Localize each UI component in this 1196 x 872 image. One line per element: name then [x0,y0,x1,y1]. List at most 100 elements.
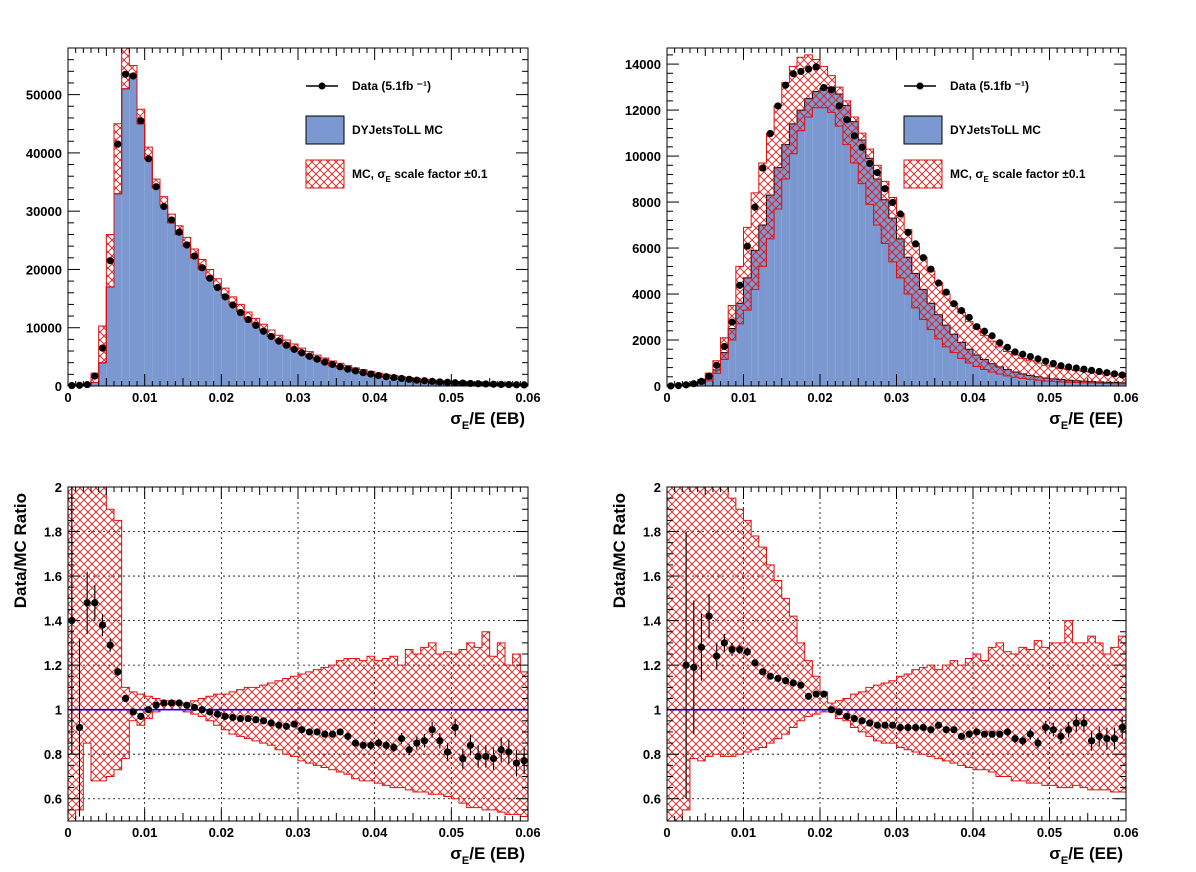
band-bin [1118,636,1126,793]
band-bin [1049,366,1058,382]
data-point [820,690,828,698]
mc-bar [980,359,989,386]
band-bin [1057,368,1065,382]
data-point [827,86,836,94]
data-point [328,360,337,369]
data-point [820,83,828,92]
band-bin [344,658,352,775]
data-point [443,378,452,386]
mc-bar [114,193,122,386]
band-bin [712,487,721,755]
band-bin [221,288,229,296]
mc-bar [313,359,321,386]
mc-bar [728,328,736,386]
mc-bar [328,365,337,386]
mc-bar [1057,379,1065,386]
data-point [919,254,927,262]
data-point [965,313,973,322]
data-point [190,703,199,712]
data-point [927,726,935,734]
band-bin [927,665,935,757]
x-tick-label: 0.06 [1113,825,1138,840]
data-point [106,257,114,265]
mc-bar [781,144,790,386]
mc-bar [995,366,1004,386]
data-point [889,198,897,207]
data-point [1110,735,1119,743]
data-point [91,372,99,380]
legend-data-marker-icon [916,82,924,90]
data-point [259,327,268,335]
band-bin [804,660,813,717]
band-bin [114,520,122,770]
legend-mc-swatch-icon [305,115,345,145]
data-point [942,726,950,734]
data-point [129,72,137,80]
legend-data-label: Data (5.1fb ⁻¹) [352,79,431,93]
band-bin [1087,636,1096,790]
mc-bar [942,325,951,386]
band-bin [244,687,252,739]
band-bin [160,196,168,206]
data-point [973,728,981,736]
y-tick-label: 10000 [26,321,62,336]
x-tick-label: 0.02 [807,390,832,405]
band-bin [980,660,989,770]
band-bin [911,669,920,752]
data-point [850,132,859,140]
data-point [912,723,920,732]
y-axis-label: Data/MC Ratio [610,493,629,608]
data-point [313,355,321,363]
band-bin [1049,642,1058,786]
data-point [705,372,713,380]
band-bin [252,687,260,741]
band-bin [942,294,951,347]
legend-mc-label: DYJetsToLL MC [352,123,443,137]
data-point [1034,739,1042,747]
data-point [190,252,199,260]
data-point [175,228,183,236]
mc-bar [827,87,836,386]
mc-bar [98,362,107,386]
mc-bar [797,110,805,386]
data-point [359,368,367,377]
data-point [736,281,744,289]
data-point [275,721,283,729]
data-point [858,717,866,725]
band-bin [1041,647,1050,786]
y-tick-label: 1.8 [643,525,661,540]
band-bin [735,266,744,324]
mc-bar [766,195,775,386]
data-point [1057,732,1065,740]
mc-bar [374,376,383,386]
legend-band-label: MC, σE scale factor ±0.1 [352,167,488,184]
data-point [827,706,836,714]
data-point [229,713,237,722]
data-point [957,732,966,740]
data-point [489,380,498,388]
band-bin [114,123,122,194]
data-point [766,672,774,680]
data-point [420,737,429,745]
mc-bar [290,349,298,386]
band-bin [1026,649,1035,784]
band-bin [129,65,137,75]
data-point [244,714,252,723]
mc-bar [812,91,820,386]
band-bin [896,676,905,748]
band-bin [129,691,137,721]
data-point [229,301,237,309]
band-bin [144,147,153,159]
band-bin [275,680,283,750]
band-bin [896,213,905,278]
x-tick-label: 0.01 [132,825,157,840]
data-point [75,381,84,389]
mc-bar [927,303,935,386]
band-bin [865,687,874,737]
band-bin [282,678,291,755]
x-tick-label: 0.05 [1037,390,1062,405]
mc-bar [259,330,268,386]
y-tick-label: 14000 [625,57,661,72]
data-point [697,643,706,651]
band-bin [743,227,752,311]
